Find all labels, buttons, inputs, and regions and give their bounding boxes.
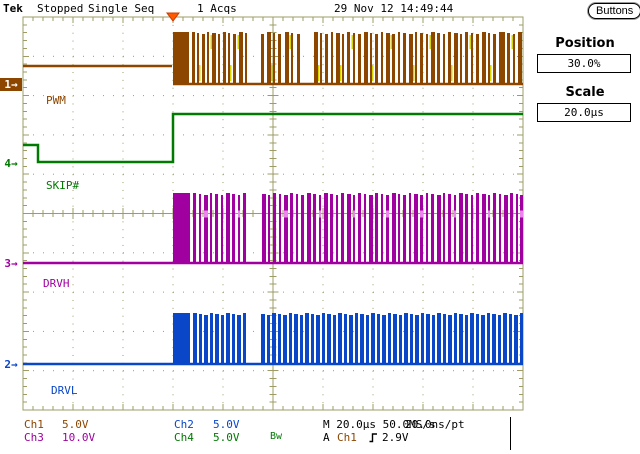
ch2-readout-name: Ch2 <box>174 418 194 431</box>
ch2-ground-marker[interactable]: 2→ <box>0 358 22 371</box>
ch2-marker-number: 2 <box>4 358 11 371</box>
ch4-marker-arrow-icon: → <box>11 157 18 170</box>
tek-logo: Tek <box>3 2 23 15</box>
ch3-marker-number: 3 <box>4 257 11 270</box>
scale-label: Scale <box>565 85 605 100</box>
acquisition-mode: Single Seq <box>88 2 155 15</box>
scale-value-box[interactable]: 20.0µs <box>537 103 631 122</box>
ch3-marker-arrow-icon: → <box>11 257 18 270</box>
trigger-level-readout: 2.9V <box>382 431 409 444</box>
buttons-button[interactable]: Buttons <box>588 3 640 19</box>
ch3-readout-scale: 10.0V <box>62 431 96 444</box>
readout-divider <box>510 417 511 450</box>
ch2-waveform-label: DRVL <box>51 384 78 397</box>
ch4-ground-marker[interactable]: 4→ <box>0 157 22 170</box>
ch1-marker-arrow-icon: → <box>11 78 18 91</box>
ch2-marker-arrow-icon: → <box>11 358 18 371</box>
trigger-prefix: A <box>323 431 330 444</box>
ch4-readout-scale: 5.0V <box>213 431 240 444</box>
ch3-ground-marker[interactable]: 3→ <box>0 257 22 270</box>
ch1-readout-scale: 5.0V <box>62 418 89 431</box>
trigger-source-readout: Ch1 <box>337 431 357 444</box>
position-value-box[interactable]: 30.0% <box>537 54 631 73</box>
ch4-waveform-label: SKIP# <box>46 179 80 192</box>
bandwidth-indicator: Bw <box>270 431 283 442</box>
ch3-readout-name: Ch3 <box>24 431 44 444</box>
ch1-ground-marker[interactable]: 1→ <box>0 78 22 91</box>
resolution-readout: 20.0ns/pt <box>405 418 465 431</box>
acquisition-status: Stopped <box>37 2 84 15</box>
rising-edge-icon <box>369 433 377 443</box>
datetime: 29 Nov 12 14:49:44 <box>334 2 454 15</box>
ch3-waveform-label: DRVH <box>43 277 70 290</box>
position-label: Position <box>555 36 615 51</box>
ch1-marker-number: 1 <box>4 78 11 91</box>
timebase-readout: M 20.0µs 50.0MS/s <box>323 418 436 431</box>
trigger-position-marker[interactable] <box>166 12 180 22</box>
ch1-readout-name: Ch1 <box>24 418 44 431</box>
acquisition-count: 1 Acqs <box>197 2 237 15</box>
ch1-waveform-label: PWM <box>46 94 66 107</box>
ch4-marker-number: 4 <box>4 157 11 170</box>
ch4-readout-name: Ch4 <box>174 431 194 444</box>
ch2-readout-scale: 5.0V <box>213 418 240 431</box>
